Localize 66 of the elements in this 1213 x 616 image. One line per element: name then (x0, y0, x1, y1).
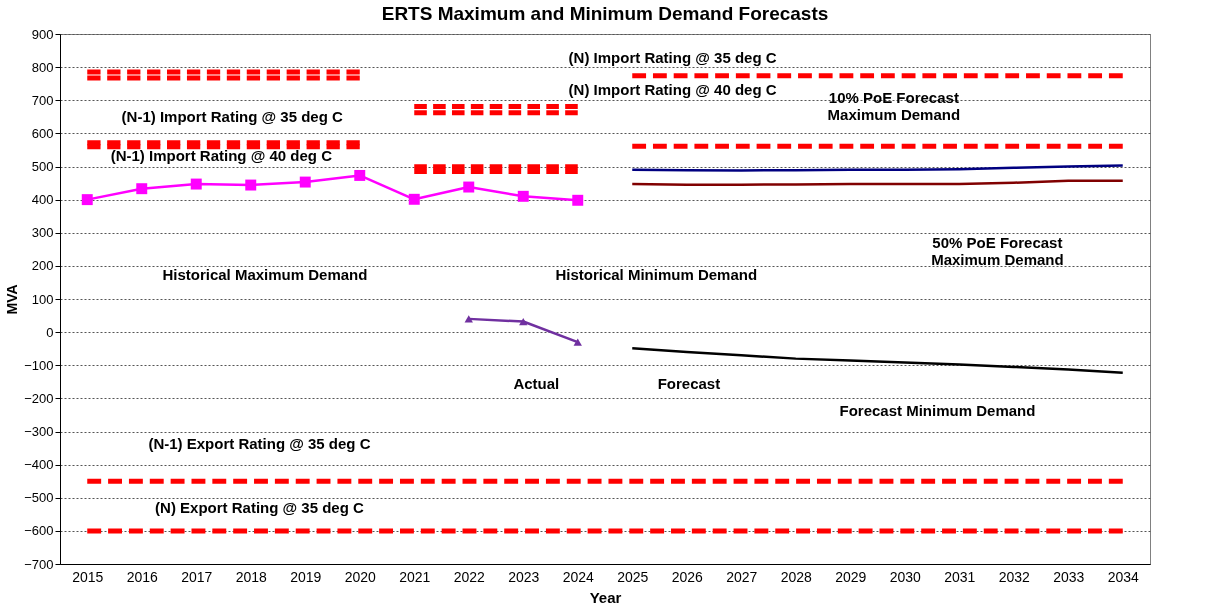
annotation: Historical Maximum Demand (162, 266, 368, 284)
y-tick-label: −600 (24, 523, 54, 539)
annotation: (N-1) Export Rating @ 35 deg C (148, 435, 371, 453)
x-tick-label: 2018 (235, 568, 268, 585)
x-tick-label: 2016 (126, 568, 159, 585)
y-tick-label: 0 (46, 324, 54, 340)
x-tick-label: 2032 (998, 568, 1031, 585)
y-tick-label: −500 (24, 490, 54, 506)
x-tick-label: 2033 (1053, 568, 1085, 585)
x-tick-label: 2030 (889, 568, 922, 585)
annotation: (N-1) Import Rating @ 40 deg C (110, 147, 333, 165)
annotation: (N-1) Import Rating @ 35 deg C (121, 108, 344, 126)
y-tick-label: −300 (24, 424, 54, 439)
x-tick-label: 2027 (726, 568, 758, 585)
point (519, 317, 528, 326)
x-tick-label: 2029 (835, 568, 867, 585)
x-tick-label: 2022 (453, 568, 486, 585)
annotation: (N) Import Rating @ 40 deg C (568, 80, 777, 98)
x-tick-label: 2023 (508, 568, 540, 585)
x-tick-label: 2019 (290, 568, 322, 585)
annotation: 10% PoE Forecast Maximum Demand (827, 88, 961, 123)
annotation: Forecast Minimum Demand (839, 401, 1036, 419)
x-tick-label: 2015 (72, 568, 104, 585)
annotation: Historical Minimum Demand (555, 266, 758, 284)
x-tick-label: 2021 (399, 568, 431, 585)
x-tick-label: 2034 (1107, 568, 1140, 585)
annotation: (N) Import Rating @ 35 deg C (568, 48, 777, 66)
point (299, 176, 311, 188)
y-tick-label: 700 (31, 92, 54, 108)
x-tick-label: 2020 (344, 568, 377, 585)
annotation: 50% PoE Forecast Maximum Demand (931, 234, 1064, 269)
x-tick-label: 2025 (617, 568, 649, 585)
y-tick-label: 800 (31, 59, 54, 75)
y-axis-title: MVA (4, 284, 21, 315)
point (354, 169, 366, 181)
annotation: Forecast (657, 375, 721, 393)
x-tick-label: 2017 (181, 568, 213, 585)
x-tick-label: 2026 (671, 568, 704, 585)
point (190, 178, 202, 190)
y-tick-label: −400 (24, 457, 54, 473)
annotation: Actual (513, 375, 560, 393)
point (81, 194, 93, 206)
point (517, 190, 529, 202)
point (573, 338, 582, 346)
annotation: (N) Export Rating @ 35 deg C (155, 499, 365, 517)
line-series (631, 347, 1124, 375)
y-tick-label: −200 (24, 390, 54, 406)
x-tick-label: 2024 (562, 568, 595, 585)
y-tick-label: −700 (24, 556, 54, 572)
point (463, 181, 475, 193)
x-tick-label: 2028 (780, 568, 813, 585)
y-tick-label: 300 (31, 225, 54, 241)
point (572, 194, 584, 206)
point (408, 193, 420, 205)
y-tick-label: 600 (31, 125, 54, 141)
y-tick-label: 400 (31, 192, 54, 208)
y-tick-label: 500 (31, 159, 54, 174)
y-tick-label: 100 (31, 291, 54, 307)
y-tick-label: 900 (31, 26, 54, 42)
point (136, 183, 148, 195)
y-tick-label: −100 (24, 357, 54, 373)
point (245, 179, 257, 191)
x-axis-title: Year (589, 588, 622, 606)
x-tick-label: 2031 (944, 568, 976, 585)
y-tick-label: 200 (31, 258, 54, 274)
chart-title: ERTS Maximum and Minimum Demand Forecasts (381, 3, 829, 24)
